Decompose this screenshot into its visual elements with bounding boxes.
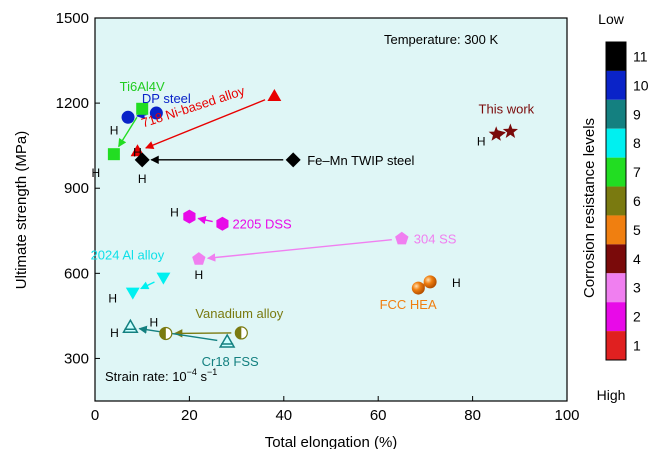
- arrow-layer: [118, 99, 506, 342]
- x-tick-label: 80: [464, 407, 481, 424]
- h-marker-label: H: [110, 326, 119, 340]
- colorbar-level-label: 6: [633, 193, 641, 209]
- data-point: [121, 110, 135, 124]
- colorbar-bottom-label: High: [597, 387, 626, 403]
- colorbar-swatch: [606, 70, 626, 100]
- data-point: [502, 123, 518, 138]
- series-label: 2024 Al alloy: [91, 248, 165, 263]
- strain-rate-annotation: Strain rate: 10−4 s−1: [105, 367, 217, 384]
- plot-background: [94, 17, 568, 402]
- y-tick-label: 1500: [56, 10, 89, 27]
- x-tick-label: 20: [181, 407, 198, 424]
- colorbar-swatch: [606, 99, 626, 129]
- colorbar-level-label: 7: [633, 164, 641, 180]
- half-circle-fill: [235, 326, 242, 339]
- series-label: FCC HEA: [380, 297, 437, 312]
- y-tick-label: 600: [64, 265, 89, 282]
- h-marker-label: H: [477, 134, 486, 148]
- colorbar-swatch: [606, 273, 626, 303]
- colorbar-swatch: [606, 215, 626, 245]
- colorbar-swatch: [606, 244, 626, 274]
- data-point: [411, 281, 425, 295]
- half-circle-fill: [159, 327, 166, 340]
- series-arrow: [118, 116, 138, 148]
- y-tick-label: 300: [64, 350, 89, 367]
- data-point: [216, 216, 229, 231]
- data-point: [107, 148, 120, 161]
- x-tick-label: 0: [91, 407, 99, 424]
- series-arrow: [140, 281, 155, 290]
- data-point: [234, 326, 248, 340]
- h-marker-label: H: [452, 276, 461, 290]
- data-point: [218, 333, 236, 348]
- data-point: [149, 106, 163, 120]
- colorbar-frame: [605, 41, 627, 361]
- data-point: [159, 326, 173, 341]
- x-tick-label: 100: [554, 407, 579, 424]
- marker-layer: [107, 89, 518, 348]
- x-tick-label: 40: [275, 407, 292, 424]
- x-tick-label: 60: [370, 407, 387, 424]
- series-label: Ti6Al4V: [120, 79, 165, 94]
- colorbar-level-label: 2: [633, 309, 641, 325]
- axes: 0 20 40 60 80 100 300 600 900 1200 1500: [56, 10, 580, 424]
- h-marker-label: H: [108, 292, 117, 306]
- colorbar-level-label: 3: [633, 280, 641, 296]
- data-point: [136, 102, 149, 115]
- colorbar-swatch: [606, 331, 626, 360]
- h-marker-label: H: [149, 315, 158, 329]
- series-label: DP steel: [142, 91, 191, 106]
- colorbar-swatch: [606, 302, 626, 332]
- series-label: 304 SS: [414, 232, 457, 247]
- colorbar-title: Corrosion resistance levels: [581, 118, 598, 298]
- data-point: [130, 144, 145, 157]
- series-label: 2205 DSS: [232, 217, 292, 232]
- data-point: [267, 89, 282, 101]
- colorbar-swatch: [606, 157, 626, 187]
- temperature-annotation: Temperature: 300 K: [384, 32, 499, 47]
- colorbar-top-label: Low: [598, 11, 625, 27]
- colorbar-level-label: 11: [633, 48, 648, 64]
- data-point: [395, 231, 409, 245]
- y-tick-label: 1200: [56, 95, 89, 112]
- data-point: [134, 152, 150, 168]
- y-axis-label: Ultimate strength (MPa): [13, 131, 30, 289]
- h-marker-label: H: [170, 206, 179, 220]
- colorbar-swatch: [606, 128, 626, 158]
- series-arrow: [206, 239, 392, 262]
- data-point: [423, 275, 437, 289]
- series-arrow: [138, 325, 218, 342]
- data-point: [285, 152, 301, 168]
- series-label: This work: [479, 101, 535, 116]
- h-marker-label: H: [133, 145, 142, 159]
- data-point: [125, 287, 140, 300]
- data-point: [122, 318, 139, 333]
- h-marker-label: H: [92, 166, 101, 180]
- data-point: [192, 252, 206, 265]
- series-arrow: [145, 99, 266, 150]
- colorbar-swatch: [606, 42, 626, 71]
- colorbar-level-label: 9: [633, 106, 641, 122]
- series-label: Fe–Mn TWIP steel: [307, 153, 414, 168]
- colorbar-level-label: 5: [633, 222, 641, 238]
- y-tick-label: 900: [64, 180, 89, 197]
- colorbar: 11 10 9 8 7 6 5 4 3 2 1: [605, 41, 649, 361]
- colorbar-level-label: 4: [633, 251, 641, 267]
- series-arrow: [197, 215, 213, 225]
- h-marker-label: H: [195, 268, 204, 282]
- colorbar-level-label: 1: [633, 338, 641, 354]
- x-axis-label: Total elongation (%): [265, 434, 398, 449]
- colorbar-level-label: 8: [633, 135, 641, 151]
- h-marker-label: H: [138, 172, 147, 186]
- series-label: Vanadium alloy: [195, 306, 283, 321]
- colorbar-swatch: [606, 186, 626, 216]
- colorbar-level-label: 10: [633, 77, 649, 93]
- data-point: [488, 126, 504, 141]
- data-point: [156, 272, 171, 285]
- series-label: Cr18 FSS: [202, 354, 259, 369]
- h-marker-label: H: [110, 123, 119, 137]
- data-point: [183, 209, 196, 224]
